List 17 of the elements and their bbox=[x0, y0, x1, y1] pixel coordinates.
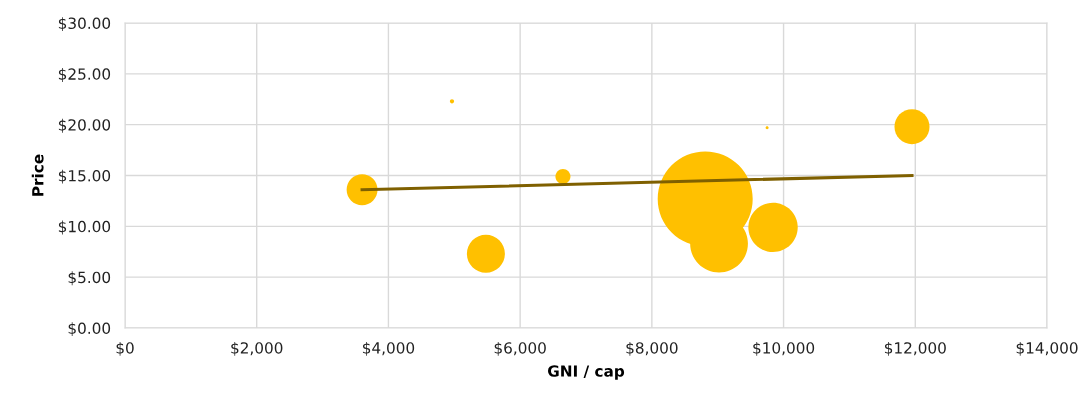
y-tick-label: $10.00 bbox=[58, 220, 111, 235]
y-tick-label: $30.00 bbox=[58, 17, 111, 32]
x-tick-label: $6,000 bbox=[494, 341, 546, 356]
y-tick-label: $0.00 bbox=[68, 322, 111, 337]
x-tick-label: $14,000 bbox=[1016, 341, 1078, 356]
y-tick-label: $20.00 bbox=[58, 118, 111, 133]
x-axis-title: GNI / cap bbox=[548, 365, 625, 380]
x-tick-label: $8,000 bbox=[626, 341, 678, 356]
x-tick-label: $12,000 bbox=[884, 341, 946, 356]
x-tick-label: $0 bbox=[116, 341, 134, 356]
y-tick-label: $15.00 bbox=[58, 169, 111, 184]
y-axis-title: Price bbox=[31, 154, 44, 196]
x-tick-label: $10,000 bbox=[753, 341, 815, 356]
x-tick-label: $4,000 bbox=[362, 341, 415, 356]
y-tick-label: $5.00 bbox=[68, 271, 111, 286]
x-tick-label: $2,000 bbox=[231, 341, 283, 356]
y-tick-label: $25.00 bbox=[58, 68, 111, 82]
